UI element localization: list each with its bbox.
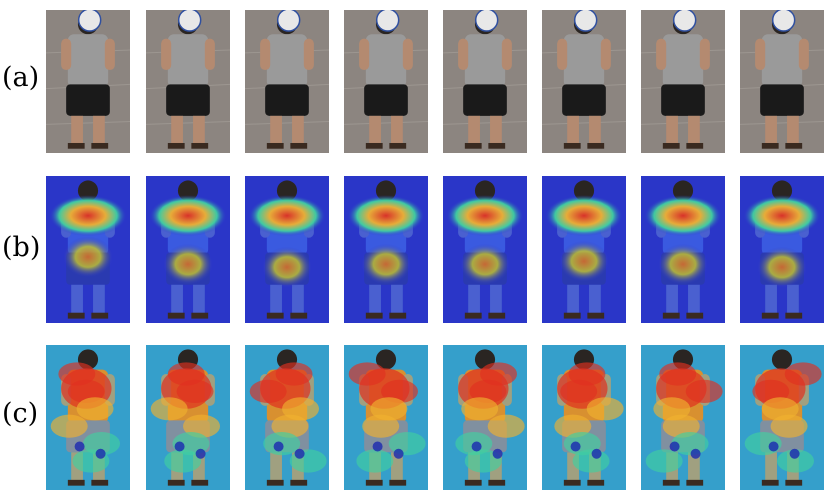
photo-tile-2 bbox=[146, 10, 230, 153]
heatmap-coarse-tile-4 bbox=[344, 176, 428, 323]
heatmap-coarse-tile-7 bbox=[641, 176, 725, 323]
face-blur-icon bbox=[276, 10, 301, 32]
row-label-a: (a) bbox=[2, 62, 40, 93]
heatmap-coarse-tile-3 bbox=[245, 176, 329, 323]
heatmap-fine-tile-1 bbox=[46, 345, 130, 490]
heatmap-fine-tile-6 bbox=[542, 345, 626, 490]
heatmap-fine-tile-8 bbox=[740, 345, 824, 490]
face-blur-icon bbox=[77, 10, 102, 32]
photo-tile-6 bbox=[542, 10, 626, 153]
heatmap-coarse-tile-8 bbox=[740, 176, 824, 323]
row-label-b: (b) bbox=[2, 232, 41, 263]
photo-tile-4 bbox=[344, 10, 428, 153]
face-blur-icon bbox=[573, 10, 598, 32]
heatmap-fine-tile-4 bbox=[344, 345, 428, 490]
heatmap-fine-tile-5 bbox=[443, 345, 527, 490]
heatmap-fine-tile-2 bbox=[146, 345, 230, 490]
heatmap-coarse-tile-2 bbox=[146, 176, 230, 323]
photo-tile-3 bbox=[245, 10, 329, 153]
face-blur-icon bbox=[771, 10, 796, 32]
heatmap-fine-tile-7 bbox=[641, 345, 725, 490]
face-blur-icon bbox=[672, 10, 697, 32]
heatmap-coarse-tile-5 bbox=[443, 176, 527, 323]
photo-tile-8 bbox=[740, 10, 824, 153]
face-blur-icon bbox=[474, 10, 499, 32]
row-label-c: (c) bbox=[2, 398, 39, 429]
photo-tile-5 bbox=[443, 10, 527, 153]
heatmap-coarse-tile-1 bbox=[46, 176, 130, 323]
heatmap-fine-tile-3 bbox=[245, 345, 329, 490]
photo-tile-7 bbox=[641, 10, 725, 153]
face-blur-icon bbox=[375, 10, 400, 32]
face-blur-icon bbox=[177, 10, 202, 32]
photo-tile-1 bbox=[46, 10, 130, 153]
heatmap-coarse-tile-6 bbox=[542, 176, 626, 323]
